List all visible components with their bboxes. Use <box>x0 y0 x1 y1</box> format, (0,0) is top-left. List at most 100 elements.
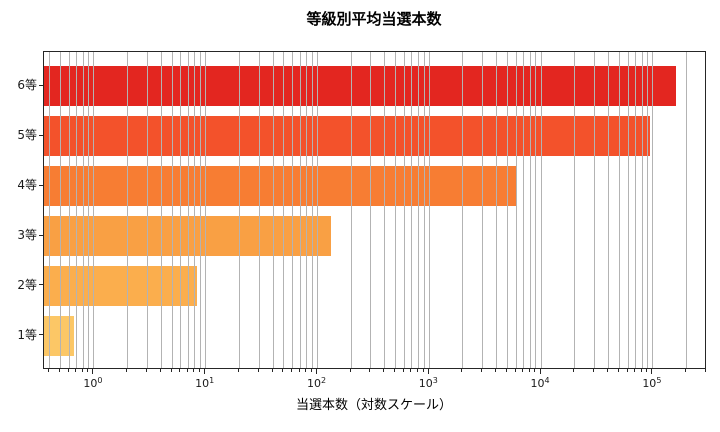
grid-line-minor <box>171 52 173 368</box>
y-tick-label: 5等 <box>17 128 37 143</box>
grid-line-minor <box>423 52 425 368</box>
grid-line-minor <box>462 52 464 368</box>
y-tick-label: 4等 <box>17 178 37 193</box>
x-tick-mark-major <box>427 369 429 374</box>
grid-line-minor <box>647 52 649 368</box>
x-tick-label: 104 <box>531 374 550 391</box>
grid-line-major <box>540 52 542 368</box>
grid-line-minor <box>200 52 202 368</box>
x-tick-mark-minor <box>640 369 642 372</box>
x-tick-mark-minor <box>522 369 524 372</box>
grid-line-major <box>428 52 430 368</box>
grid-line-minor <box>627 52 629 368</box>
x-tick-mark-minor <box>87 369 89 372</box>
grid-line-major <box>93 52 95 368</box>
x-tick-mark-minor <box>282 369 284 372</box>
x-tick-mark-minor <box>461 369 463 372</box>
x-tick-mark-minor <box>646 369 648 372</box>
x-tick-mark-major <box>539 369 541 374</box>
x-tick-mark-minor <box>291 369 293 372</box>
grid-line-minor <box>272 52 274 368</box>
x-tick-label: 100 <box>83 374 102 391</box>
bar <box>44 166 517 207</box>
y-tick-label: 2等 <box>17 277 37 292</box>
x-tick-mark-minor <box>626 369 628 372</box>
x-tick-label: 105 <box>642 374 661 391</box>
grid-line-minor <box>82 52 84 368</box>
x-tick-mark-minor <box>179 369 181 372</box>
grid-line-minor <box>350 52 352 368</box>
grid-line-minor <box>180 52 182 368</box>
grid-line-minor <box>299 52 301 368</box>
x-tick-mark-minor <box>634 369 636 372</box>
x-tick-mark-minor <box>402 369 404 372</box>
grid-line-minor <box>311 52 313 368</box>
x-tick-exponent: 2 <box>320 376 327 385</box>
x-tick-exponent: 0 <box>97 376 103 385</box>
y-tick-mark <box>39 334 43 336</box>
grid-line-minor <box>523 52 525 368</box>
grid-line-minor <box>535 52 537 368</box>
bar <box>44 66 676 107</box>
grid-line-minor <box>618 52 620 368</box>
grid-line-minor <box>127 52 129 368</box>
grid-line-minor <box>403 52 405 368</box>
x-tick-mark-minor <box>514 369 516 372</box>
y-tick-mark <box>39 284 43 286</box>
x-tick-label: 101 <box>195 374 214 391</box>
grid-line-major <box>317 52 318 368</box>
x-tick-mark-minor <box>617 369 619 372</box>
x-tick-mark-minor <box>199 369 201 372</box>
grid-line-minor <box>515 52 517 368</box>
x-tick-mark-minor <box>704 369 706 372</box>
x-tick-mark-minor <box>505 369 507 372</box>
grid-line-minor <box>417 52 419 368</box>
plot-area <box>43 51 706 369</box>
x-tick-mark-major <box>651 369 653 374</box>
x-tick-mark-minor <box>305 369 307 372</box>
x-tick-mark-minor <box>416 369 418 372</box>
x-tick-mark-minor <box>606 369 608 372</box>
grid-line-minor <box>635 52 637 368</box>
grid-line-minor <box>482 52 484 368</box>
grid-line-minor <box>194 52 196 368</box>
y-tick-mark <box>39 234 43 236</box>
x-tick-base: 10 <box>83 377 98 390</box>
x-tick-base: 10 <box>642 377 657 390</box>
grid-line-major <box>652 52 654 368</box>
x-tick-mark-minor <box>481 369 483 372</box>
x-tick-mark-minor <box>298 369 300 372</box>
grid-line-minor <box>88 52 90 368</box>
grid-line-minor <box>160 52 162 368</box>
x-tick-label: 103 <box>419 374 438 391</box>
x-tick-mark-minor <box>81 369 83 372</box>
grid-line-minor <box>574 52 576 368</box>
grid-line-minor <box>529 52 531 368</box>
x-tick-mark-minor <box>47 369 49 372</box>
grid-line-minor <box>146 52 148 368</box>
x-tick-mark-minor <box>349 369 351 372</box>
x-tick-mark-minor <box>394 369 396 372</box>
x-tick-mark-minor <box>145 369 147 372</box>
x-tick-mark-minor <box>159 369 161 372</box>
x-tick-exponent: 3 <box>432 376 438 385</box>
grid-line-minor <box>68 52 70 368</box>
x-tick-base: 10 <box>418 377 433 390</box>
x-tick-mark-minor <box>271 369 273 372</box>
grid-line-minor <box>593 52 595 368</box>
x-tick-mark-minor <box>170 369 172 372</box>
grid-line-minor <box>187 52 189 368</box>
grid-line-minor <box>292 52 294 368</box>
y-tick-mark <box>39 184 43 186</box>
y-tick-mark <box>39 134 43 136</box>
x-tick-mark-minor <box>126 369 128 372</box>
bar <box>44 116 650 157</box>
grid-line-minor <box>59 52 61 368</box>
x-tick-mark-minor <box>193 369 195 372</box>
grid-line-minor <box>496 52 498 368</box>
x-tick-mark-minor <box>592 369 594 372</box>
grid-line-minor <box>283 52 285 368</box>
x-tick-mark-minor <box>573 369 575 372</box>
x-tick-label: 102 <box>307 374 326 391</box>
